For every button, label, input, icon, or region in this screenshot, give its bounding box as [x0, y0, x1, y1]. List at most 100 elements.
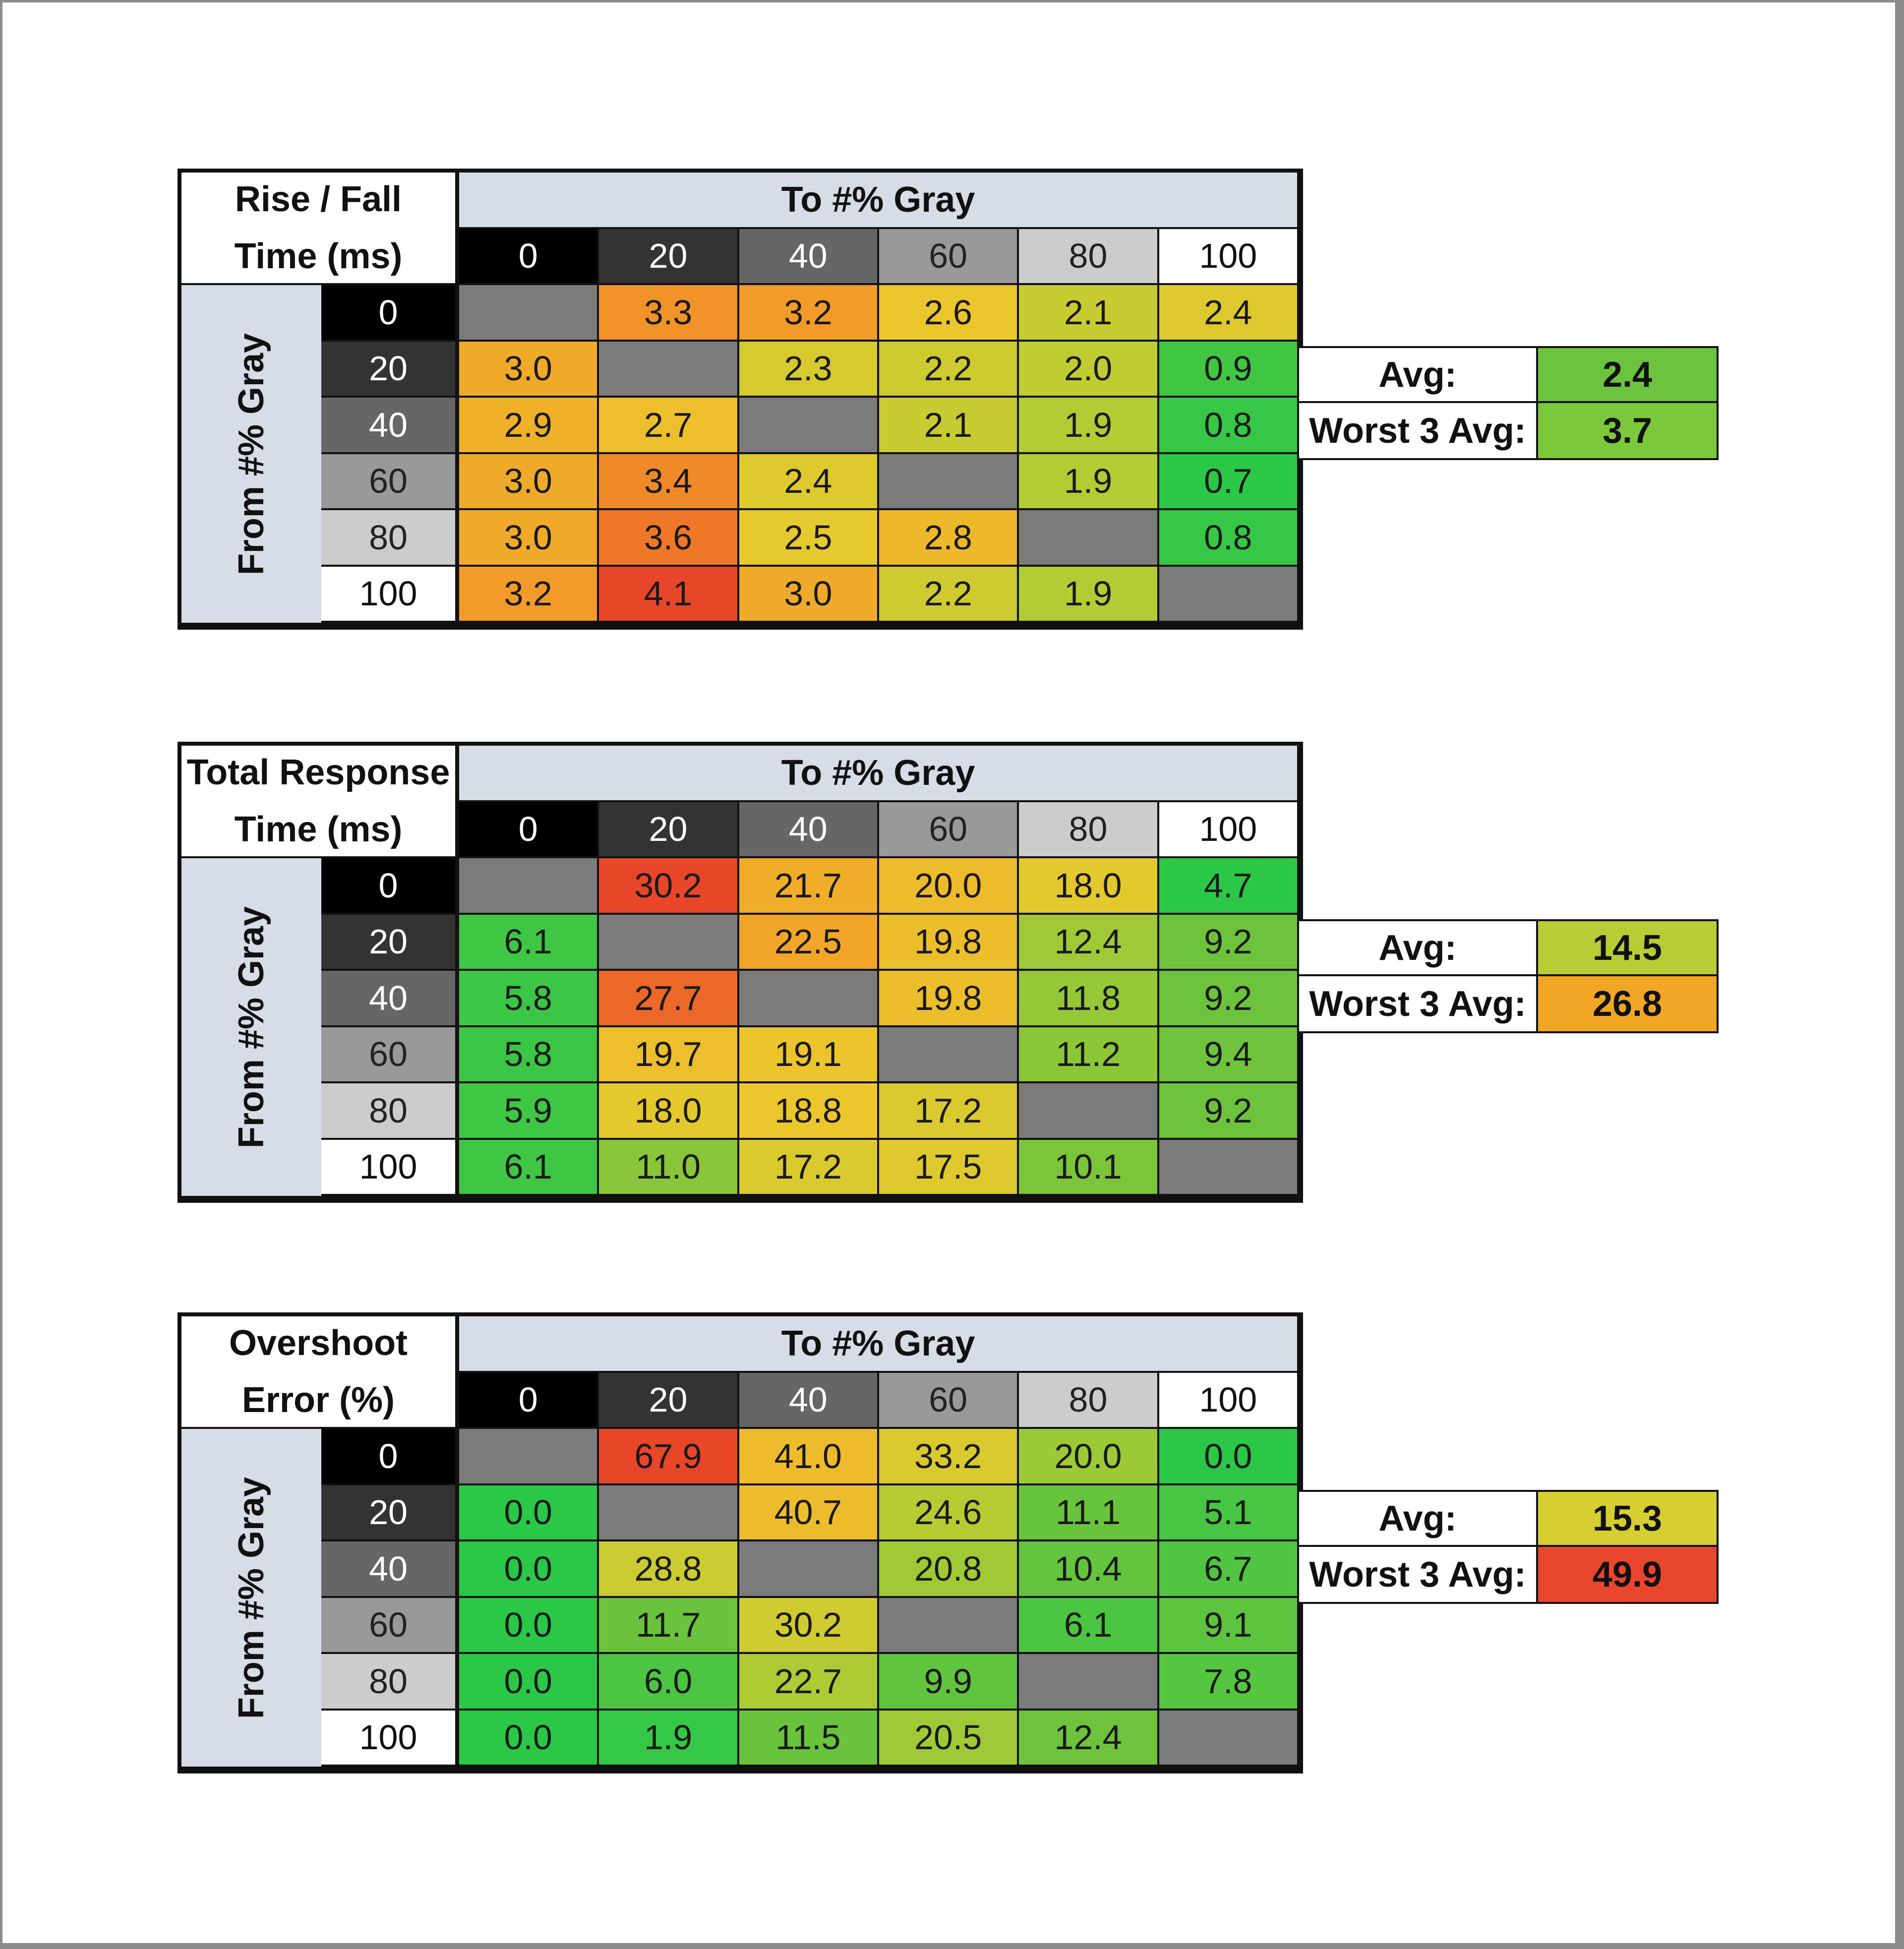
- value-cell: 20.8: [879, 1541, 1019, 1598]
- from-gray-header: From #% Gray: [181, 858, 321, 1196]
- empty-cell: [1019, 1654, 1159, 1711]
- value-cell: 17.2: [879, 1083, 1019, 1140]
- value-cell: 2.9: [459, 398, 599, 454]
- summary-stats: Avg: 15.3 Worst 3 Avg: 49.9: [1299, 1490, 1719, 1604]
- column-label: 0: [459, 802, 599, 858]
- column-label: 0: [459, 1372, 599, 1429]
- summary-stats: Avg: 2.4 Worst 3 Avg: 3.7: [1299, 346, 1719, 460]
- value-cell: 6.1: [459, 1139, 599, 1196]
- value-cell: 6.1: [1019, 1597, 1159, 1654]
- row-label: 0: [321, 285, 459, 342]
- empty-cell: [599, 341, 739, 398]
- column-label: 0: [459, 229, 599, 285]
- column-label: 100: [1159, 802, 1299, 858]
- from-gray-header-text: From #% Gray: [232, 1477, 271, 1719]
- stat-value: 49.9: [1536, 1547, 1719, 1604]
- value-cell: 67.9: [599, 1429, 739, 1485]
- stat-value: 14.5: [1536, 919, 1719, 976]
- empty-cell: [739, 398, 879, 454]
- value-cell: 18.0: [599, 1083, 739, 1140]
- row-label: 20: [321, 341, 459, 398]
- row-label: 40: [321, 971, 459, 1027]
- value-cell: 2.1: [1019, 285, 1159, 342]
- column-label: 80: [1019, 802, 1159, 858]
- value-cell: 11.2: [1019, 1027, 1159, 1083]
- value-cell: 2.7: [599, 398, 739, 454]
- value-cell: 2.6: [879, 285, 1019, 342]
- value-cell: 9.2: [1159, 914, 1299, 971]
- stat-value: 2.4: [1536, 346, 1719, 403]
- table-title-line: Rise / Fall: [235, 179, 402, 219]
- value-cell: 0.0: [459, 1485, 599, 1541]
- value-cell: 6.1: [459, 914, 599, 971]
- value-cell: 11.8: [1019, 971, 1159, 1027]
- worst-three-average-stat-row: Worst 3 Avg: 26.8: [1299, 976, 1719, 1033]
- value-cell: 1.9: [599, 1710, 739, 1767]
- average-stat-row: Avg: 2.4: [1299, 346, 1719, 403]
- value-cell: 1.9: [1019, 454, 1159, 510]
- stat-label: Avg:: [1299, 919, 1536, 976]
- summary-stats: Avg: 14.5 Worst 3 Avg: 26.8: [1299, 919, 1719, 1033]
- value-cell: 6.0: [599, 1654, 739, 1711]
- value-cell: 28.8: [599, 1541, 739, 1598]
- empty-cell: [459, 1429, 599, 1485]
- table-title-line: Time (ms): [234, 809, 403, 849]
- value-cell: 1.9: [1019, 398, 1159, 454]
- stat-value: 26.8: [1536, 976, 1719, 1033]
- value-cell: 22.7: [739, 1654, 879, 1711]
- heatmap-grid: Total Response Time (ms) To #% Gray 0 20 40 60…: [178, 742, 1303, 1203]
- column-label: 100: [1159, 229, 1299, 285]
- worst-three-average-stat-row: Worst 3 Avg: 3.7: [1299, 403, 1719, 460]
- table-title-line: Time (ms): [234, 236, 403, 276]
- row-label: 0: [321, 858, 459, 915]
- value-cell: 0.0: [1159, 1429, 1299, 1485]
- value-cell: 5.1: [1159, 1485, 1299, 1541]
- column-label: 40: [739, 1372, 879, 1429]
- table-title-line: Overshoot: [229, 1323, 408, 1363]
- column-label: 80: [1019, 229, 1159, 285]
- value-cell: 3.0: [459, 341, 599, 398]
- empty-cell: [459, 285, 599, 342]
- row-label: 80: [321, 1083, 459, 1140]
- value-cell: 6.7: [1159, 1541, 1299, 1598]
- value-cell: 17.5: [879, 1139, 1019, 1196]
- heatmap-grid: Rise / Fall Time (ms) To #% Gray 0 20 40 60 80 1…: [178, 169, 1303, 630]
- value-cell: 2.8: [879, 510, 1019, 567]
- value-cell: 3.3: [599, 285, 739, 342]
- empty-cell: [1159, 1139, 1299, 1196]
- empty-cell: [739, 971, 879, 1027]
- value-cell: 11.7: [599, 1597, 739, 1654]
- empty-cell: [879, 1597, 1019, 1654]
- row-label: 80: [321, 1654, 459, 1711]
- value-cell: 3.0: [459, 454, 599, 510]
- value-cell: 5.8: [459, 1027, 599, 1083]
- value-cell: 41.0: [739, 1429, 879, 1485]
- to-gray-header: To #% Gray: [459, 1316, 1299, 1373]
- column-label: 20: [599, 802, 739, 858]
- value-cell: 11.1: [1019, 1485, 1159, 1541]
- to-gray-header: To #% Gray: [459, 746, 1299, 802]
- empty-cell: [599, 1485, 739, 1541]
- heatmap-grid: Overshoot Error (%) To #% Gray 0 20 40 60 80 100…: [178, 1312, 1303, 1773]
- stat-label: Worst 3 Avg:: [1299, 976, 1536, 1033]
- column-label: 80: [1019, 1372, 1159, 1429]
- value-cell: 9.4: [1159, 1027, 1299, 1083]
- value-cell: 30.2: [739, 1597, 879, 1654]
- value-cell: 12.4: [1019, 914, 1159, 971]
- value-cell: 40.7: [739, 1485, 879, 1541]
- empty-cell: [879, 1027, 1019, 1083]
- value-cell: 21.7: [739, 858, 879, 915]
- value-cell: 3.2: [459, 566, 599, 623]
- empty-cell: [739, 1541, 879, 1598]
- value-cell: 0.7: [1159, 454, 1299, 510]
- value-cell: 10.4: [1019, 1541, 1159, 1598]
- value-cell: 4.1: [599, 566, 739, 623]
- value-cell: 0.0: [459, 1654, 599, 1711]
- value-cell: 0.8: [1159, 398, 1299, 454]
- row-label: 60: [321, 1597, 459, 1654]
- value-cell: 0.0: [459, 1597, 599, 1654]
- column-label: 60: [879, 802, 1019, 858]
- column-label: 40: [739, 802, 879, 858]
- value-cell: 33.2: [879, 1429, 1019, 1485]
- value-cell: 3.2: [739, 285, 879, 342]
